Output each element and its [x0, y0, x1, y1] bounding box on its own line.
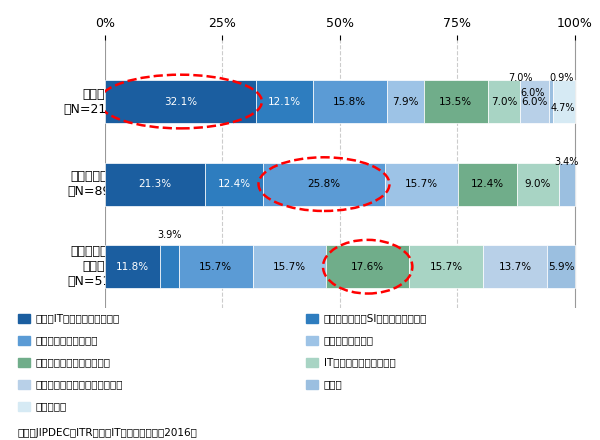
Bar	[553, 80, 575, 123]
Text: IT施策上の優先度の低さ: IT施策上の優先度の低さ	[324, 358, 396, 367]
Text: 15.7%: 15.7%	[405, 179, 438, 189]
Bar	[387, 80, 424, 123]
Bar	[547, 245, 575, 288]
Text: 出典：JIPDEC／ITR「企業IT利活用動向調査2016」: 出典：JIPDEC／ITR「企業IT利活用動向調査2016」	[18, 428, 198, 438]
Text: 6.0%: 6.0%	[520, 88, 545, 98]
Bar	[256, 80, 313, 123]
Text: その他: その他	[324, 380, 343, 389]
Bar	[559, 163, 575, 205]
Bar	[424, 80, 488, 123]
Bar	[458, 163, 517, 205]
Text: 21.3%: 21.3%	[139, 179, 172, 189]
Text: 12.4%: 12.4%	[471, 179, 504, 189]
Bar	[205, 163, 263, 205]
Text: 9.0%: 9.0%	[524, 179, 551, 189]
Text: 3.9%: 3.9%	[157, 230, 182, 240]
Bar	[105, 163, 205, 205]
Text: 6.0%: 6.0%	[521, 96, 548, 106]
Bar	[253, 245, 326, 288]
Bar	[313, 80, 387, 123]
Text: 15.7%: 15.7%	[273, 262, 306, 272]
Bar	[488, 80, 520, 123]
Text: 13.7%: 13.7%	[499, 262, 532, 272]
Text: 12.4%: 12.4%	[218, 179, 251, 189]
Text: 7.0%: 7.0%	[491, 96, 517, 106]
Bar	[160, 245, 179, 288]
Text: 7.0%: 7.0%	[509, 73, 533, 84]
Bar	[483, 245, 547, 288]
Bar	[409, 245, 483, 288]
Bar	[179, 245, 253, 288]
Bar	[263, 163, 385, 205]
Text: 15.7%: 15.7%	[430, 262, 463, 272]
Text: 4.7%: 4.7%	[550, 103, 575, 113]
Text: 経営者の理解不足: 経営者の理解不足	[324, 336, 374, 345]
Text: 0.9%: 0.9%	[549, 73, 573, 84]
Text: 25.8%: 25.8%	[307, 179, 341, 189]
Text: 社内担当部門との調整不足: 社内担当部門との調整不足	[36, 358, 111, 367]
Text: 13.5%: 13.5%	[439, 96, 472, 106]
Text: 社内のIT人材リソースの不足: 社内のIT人材リソースの不足	[36, 314, 120, 323]
Text: 11.8%: 11.8%	[116, 262, 149, 272]
Text: 3.4%: 3.4%	[555, 157, 579, 167]
Bar	[520, 80, 548, 123]
Text: 15.8%: 15.8%	[333, 96, 367, 106]
Text: 5.9%: 5.9%	[548, 262, 574, 272]
Bar	[517, 163, 559, 205]
Text: システム化予算の不足: システム化予算の不足	[36, 336, 98, 345]
Text: わからない: わからない	[36, 402, 67, 411]
Text: そもそも期限を設定していない: そもそも期限を設定していない	[36, 380, 124, 389]
Text: 12.1%: 12.1%	[268, 96, 301, 106]
Text: 32.1%: 32.1%	[164, 96, 197, 106]
Text: 7.9%: 7.9%	[392, 96, 419, 106]
Bar	[548, 80, 553, 123]
Bar	[105, 245, 160, 288]
Bar	[105, 80, 256, 123]
Text: 外部リソース（SIベンダー）の不足: 外部リソース（SIベンダー）の不足	[324, 314, 427, 323]
Text: 17.6%: 17.6%	[351, 262, 384, 272]
Text: 15.7%: 15.7%	[199, 262, 232, 272]
Bar	[385, 163, 458, 205]
Bar	[326, 245, 409, 288]
